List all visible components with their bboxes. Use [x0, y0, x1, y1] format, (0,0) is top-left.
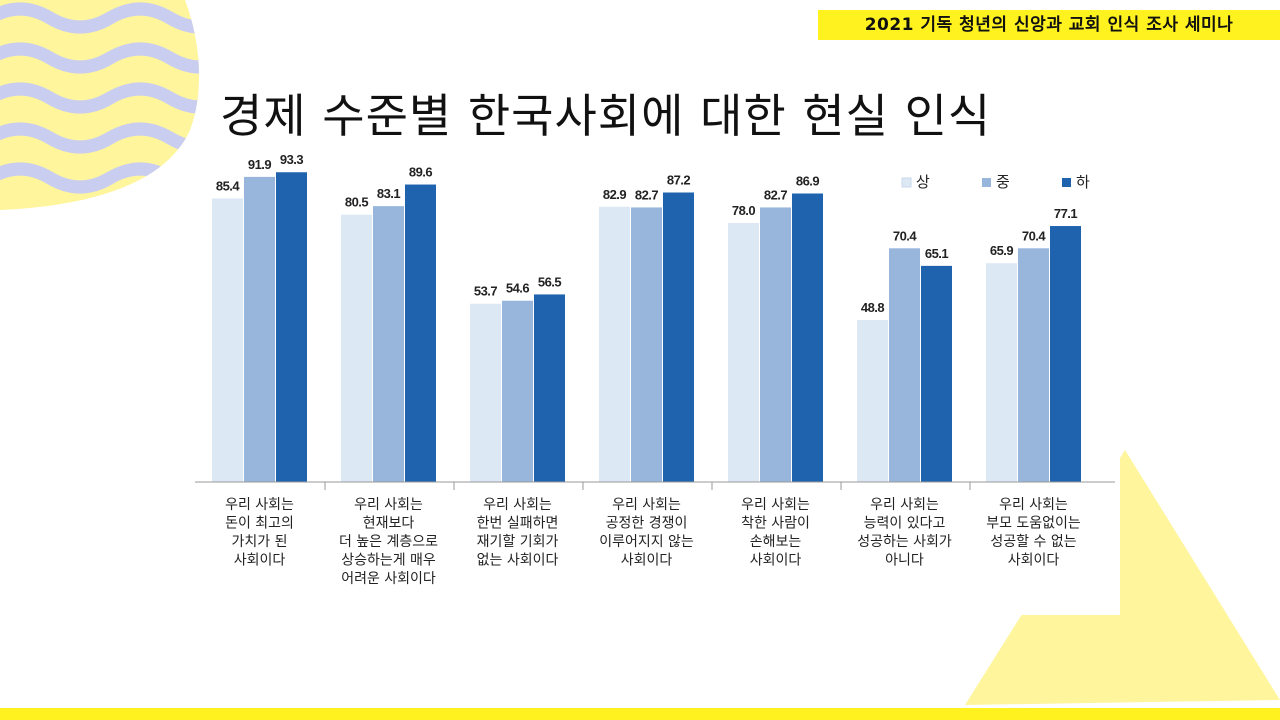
- bar-상-1: [212, 198, 243, 483]
- category-label-line: 돈이 최고의: [225, 516, 294, 532]
- category-label-line: 성공하는 사회가: [857, 534, 952, 550]
- category-label-line: 착한 사람이: [741, 516, 810, 532]
- category-label-line: 우리 사회는: [225, 497, 294, 513]
- value-label-중-6: 70.4: [893, 228, 918, 243]
- value-label-하-5: 86.9: [796, 173, 820, 188]
- category-label-line: 공정한 경쟁이: [606, 516, 688, 532]
- category-label-line: 어려운 사회이다: [341, 571, 436, 587]
- category-label-line: 현재보다: [363, 516, 415, 532]
- category-label-line: 우리 사회는: [483, 497, 552, 513]
- bar-중-5: [760, 207, 791, 482]
- bar-상-5: [728, 223, 759, 483]
- category-label-line: 이루어지지 않는: [599, 534, 694, 550]
- value-label-하-3: 56.5: [538, 274, 562, 289]
- value-label-상-2: 80.5: [345, 195, 369, 210]
- bar-중-3: [502, 300, 533, 482]
- category-label-line: 가치가 된: [232, 534, 288, 550]
- bar-중-7: [1018, 248, 1049, 482]
- bar-하-6: [921, 265, 952, 482]
- value-label-하-2: 89.6: [409, 165, 433, 180]
- category-label-line: 사회이다: [234, 553, 286, 569]
- category-label-line: 사회이다: [750, 553, 802, 569]
- bar-하-1: [276, 172, 307, 482]
- bar-중-2: [373, 206, 404, 482]
- legend-swatch-중: [982, 178, 991, 187]
- value-label-상-7: 65.9: [990, 243, 1014, 258]
- legend-label-상: 상: [916, 173, 930, 191]
- category-label-line: 재기할 기회가: [477, 534, 559, 550]
- bars-group: [212, 172, 1081, 483]
- category-label-line: 우리 사회는: [741, 497, 810, 513]
- value-label-하-7: 77.1: [1054, 206, 1078, 221]
- bar-중-6: [889, 248, 920, 482]
- category-label-line: 우리 사회는: [999, 497, 1068, 513]
- bar-하-5: [792, 193, 823, 482]
- value-label-상-1: 85.4: [216, 178, 241, 193]
- value-labels-group: 85.4 91.9 93.3 80.5 83.1 89.6 53.7 54.6 56.5 82.9…: [216, 152, 1078, 315]
- category-label-line: 우리 사회는: [612, 497, 681, 513]
- category-label-line: 아니다: [885, 553, 924, 569]
- category-label-line: 능력이 있다고: [864, 516, 946, 532]
- category-label-line: 사회이다: [621, 553, 673, 569]
- value-label-중-1: 91.9: [248, 157, 272, 172]
- wave-decoration: [0, 0, 200, 210]
- bar-하-3: [534, 294, 565, 482]
- bar-상-7: [986, 263, 1017, 482]
- value-label-상-6: 48.8: [861, 300, 885, 315]
- category-label-line: 없는 사회이다: [477, 553, 559, 569]
- value-label-중-7: 70.4: [1022, 228, 1047, 243]
- category-label-line: 더 높은 계층으로: [339, 534, 438, 550]
- bar-상-3: [470, 303, 501, 482]
- category-label-line: 한번 실패하면: [477, 516, 559, 532]
- bottom-accent-bar: [0, 708, 1280, 720]
- bar-상-2: [341, 214, 372, 483]
- page-title: 경제 수준별 한국사회에 대한 현실 인식: [220, 89, 992, 143]
- value-label-상-4: 82.9: [603, 187, 627, 202]
- value-label-상-5: 78.0: [732, 203, 756, 218]
- value-label-하-4: 87.2: [667, 172, 691, 187]
- bar-중-4: [631, 207, 662, 482]
- legend-label-하: 하: [1076, 173, 1090, 191]
- bar-하-7: [1050, 226, 1081, 482]
- legend-swatch-하: [1062, 178, 1071, 187]
- category-label-line: 우리 사회는: [354, 497, 423, 513]
- category-label-line: 상승하는게 매우: [341, 553, 436, 569]
- bar-상-6: [857, 319, 888, 482]
- category-label-line: 우리 사회는: [870, 497, 939, 513]
- bar-중-1: [244, 176, 275, 482]
- value-label-상-3: 53.7: [474, 284, 498, 299]
- value-label-중-3: 54.6: [506, 281, 530, 296]
- bar-상-4: [599, 206, 630, 482]
- category-label-line: 성공할 수 없는: [990, 534, 1076, 550]
- bar-하-4: [663, 192, 694, 482]
- value-label-중-4: 82.7: [635, 187, 659, 202]
- legend-swatch-상: [901, 177, 912, 188]
- category-label-line: 손해보는: [750, 534, 802, 550]
- category-label-line: 사회이다: [1008, 553, 1060, 569]
- bar-하-2: [405, 184, 436, 482]
- value-label-중-2: 83.1: [377, 186, 401, 201]
- seminar-header-tag: 2021 기독 청년의 신앙과 교회 인식 조사 세미나: [818, 10, 1280, 40]
- x-ticks-group: [324, 482, 971, 490]
- value-label-하-1: 93.3: [280, 152, 304, 167]
- value-label-중-5: 82.7: [764, 187, 788, 202]
- value-label-하-6: 65.1: [925, 246, 949, 261]
- category-label-line: 부모 도움없이는: [986, 516, 1081, 532]
- legend-label-중: 중: [996, 173, 1010, 191]
